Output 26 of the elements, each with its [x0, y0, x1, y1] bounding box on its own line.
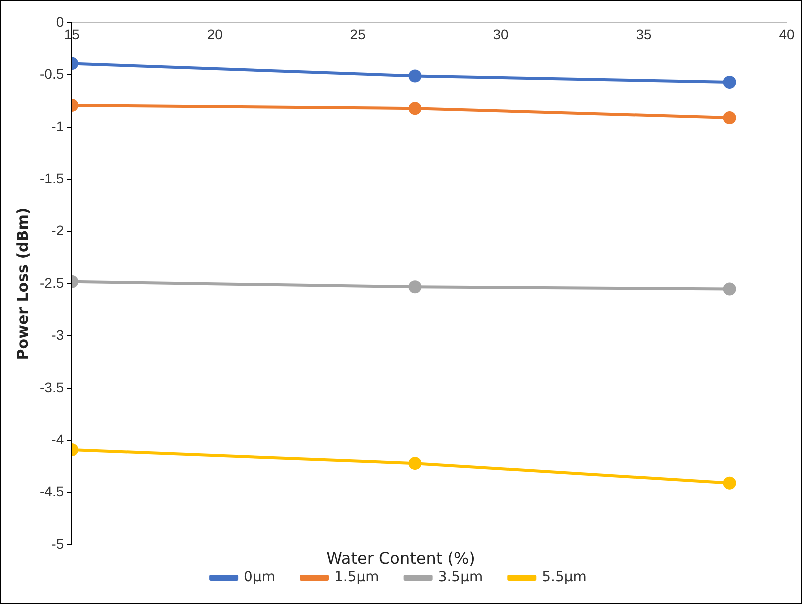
legend-label: 0µm [244, 570, 276, 586]
y-tick-label: -4 [52, 431, 64, 448]
y-tick-label: -3.5 [40, 379, 64, 396]
y-tick-label: -0.5 [40, 66, 64, 82]
legend-label: 5.5µm [542, 570, 587, 586]
point [723, 476, 736, 490]
legend-label: 1.5µm [334, 570, 380, 586]
point [723, 112, 736, 125]
y-tick-label: -1.5 [40, 170, 64, 186]
x-axis-title: Water Content (%) [326, 549, 476, 568]
x-tick-label: 20 [207, 26, 224, 42]
legend-label: 3.5µm [438, 570, 484, 586]
y-tick-label: -2 [52, 222, 64, 239]
x-tick-label: 25 [350, 26, 366, 42]
y-tick-label: -5 [52, 536, 64, 552]
y-axis-title: Power Loss (dBm) [14, 208, 32, 360]
y-tick-label: 0 [56, 14, 64, 30]
y-tick-label: -1 [52, 118, 64, 134]
point [723, 282, 736, 296]
y-tick-label: -4.5 [40, 484, 64, 500]
y-tick-label: -2.5 [40, 274, 64, 291]
x-tick-label: 30 [493, 26, 510, 42]
x-tick-label: 35 [636, 26, 652, 42]
x-tick-label: 40 [779, 26, 795, 42]
y-tick-label: -3 [52, 327, 64, 344]
point [723, 76, 736, 90]
